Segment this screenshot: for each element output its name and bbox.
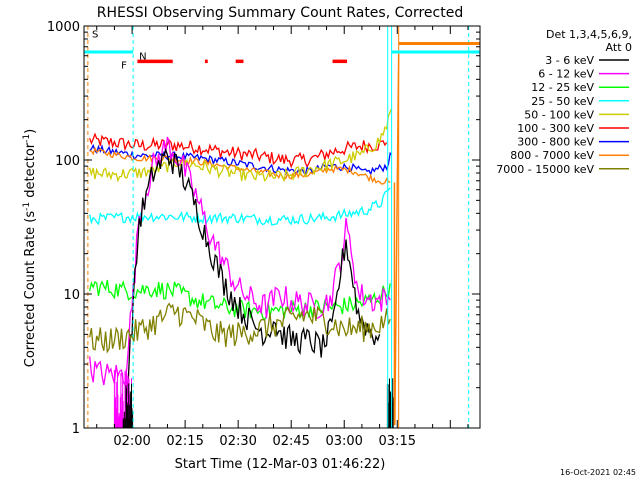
legend-entry-label: 300 - 800 keV	[517, 136, 594, 149]
legend-entry-label: 12 - 25 keV	[531, 81, 594, 94]
flag-label: S	[92, 30, 98, 41]
flag-label: F	[121, 61, 127, 72]
legend-entry-label: 25 - 50 keV	[531, 95, 594, 108]
y-axis: 1 10 100 1000	[47, 20, 480, 437]
series-layer	[89, 108, 394, 428]
series-line	[394, 53, 400, 426]
series-line	[122, 383, 134, 428]
y-axis-label: Corrected Count Rate (s-1 detector-1)	[22, 129, 38, 367]
series-line	[386, 378, 394, 428]
x-tick-label: 02:00	[113, 434, 150, 449]
y-tick-label: 1	[72, 422, 80, 437]
legend-entry-label: 7000 - 15000 keV	[496, 163, 594, 176]
series-line	[89, 136, 391, 388]
legend-header-line-2: Att 0	[606, 41, 632, 54]
x-tick-label: 02:30	[219, 434, 256, 449]
y-tick-label: 1000	[47, 20, 80, 35]
series-line	[89, 132, 388, 169]
series-line	[124, 147, 381, 428]
generation-timestamp: 16-Oct-2021 02:45	[560, 468, 636, 477]
x-axis: 02:00 02:15 02:30 02:45 03:00 03:15	[96, 26, 469, 449]
legend-header-line-1: Det 1,3,4,5,6,9,	[546, 28, 632, 41]
series-line	[89, 143, 392, 177]
legend-entry-label: 50 - 100 keV	[524, 108, 594, 121]
plot-frame	[83, 25, 481, 429]
x-tick-label: 02:15	[166, 434, 203, 449]
legend-entry-label: 800 - 7000 keV	[510, 149, 594, 162]
flag-label: N	[139, 52, 146, 63]
legend-entry-label: 100 - 300 keV	[517, 122, 594, 135]
x-tick-label: 03:00	[325, 434, 362, 449]
chart-title: RHESSI Observing Summary Count Rates, Co…	[97, 5, 463, 21]
x-axis-label: Start Time (12-Mar-03 01:46:22)	[175, 457, 386, 472]
series-line	[89, 187, 391, 227]
y-tick-label: 10	[63, 288, 80, 303]
series-line	[89, 108, 392, 183]
legend-entry-label: 3 - 6 keV	[545, 54, 594, 67]
y-tick-label: 100	[55, 154, 80, 169]
legend-entry-label: 6 - 12 keV	[538, 68, 594, 81]
x-tick-label: 02:45	[272, 434, 309, 449]
x-tick-label: 03:15	[379, 434, 416, 449]
flags-layer: S N F	[84, 26, 480, 428]
series-line	[89, 302, 391, 354]
